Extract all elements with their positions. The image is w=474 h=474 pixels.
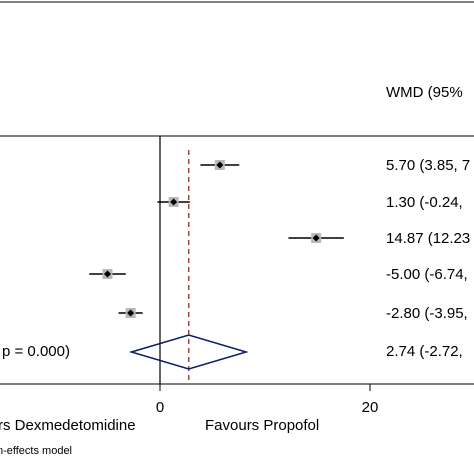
- study-point-estimate: [312, 234, 320, 242]
- favours-left-label: rs Dexmedetomidine: [0, 417, 136, 434]
- study-estimate-label: 14.87 (12.23: [386, 230, 470, 247]
- overall-effect-diamond: [128, 334, 249, 370]
- study-estimate-label: -2.80 (-3.95,: [386, 305, 468, 322]
- heterogeneity-label: p = 0.000): [2, 343, 70, 360]
- favours-right-label: Favours Propofol: [205, 417, 319, 434]
- study-point-estimate: [216, 161, 224, 169]
- x-tick-label: 20: [362, 399, 379, 416]
- model-footnote: n-effects model: [0, 445, 72, 457]
- x-tick-label: 0: [156, 399, 164, 416]
- overall-estimate-label: 2.74 (-2.72,: [386, 343, 463, 360]
- study-estimate-label: 5.70 (3.85, 7: [386, 157, 470, 174]
- study-estimate-label: 1.30 (-0.24,: [386, 194, 463, 211]
- study-point-estimate: [127, 309, 135, 317]
- study-rows: 5.70 (3.85, 7 1.30 (-0.24, 14.87 (12.23 -5.…: [89, 157, 470, 322]
- wmd-column-header: WMD (95%: [386, 84, 463, 101]
- study-estimate-label: -5.00 (-6.74,: [386, 266, 468, 283]
- study-point-estimate: [103, 270, 112, 278]
- study-point-estimate: [170, 198, 178, 206]
- x-axis: 0 20: [156, 384, 379, 416]
